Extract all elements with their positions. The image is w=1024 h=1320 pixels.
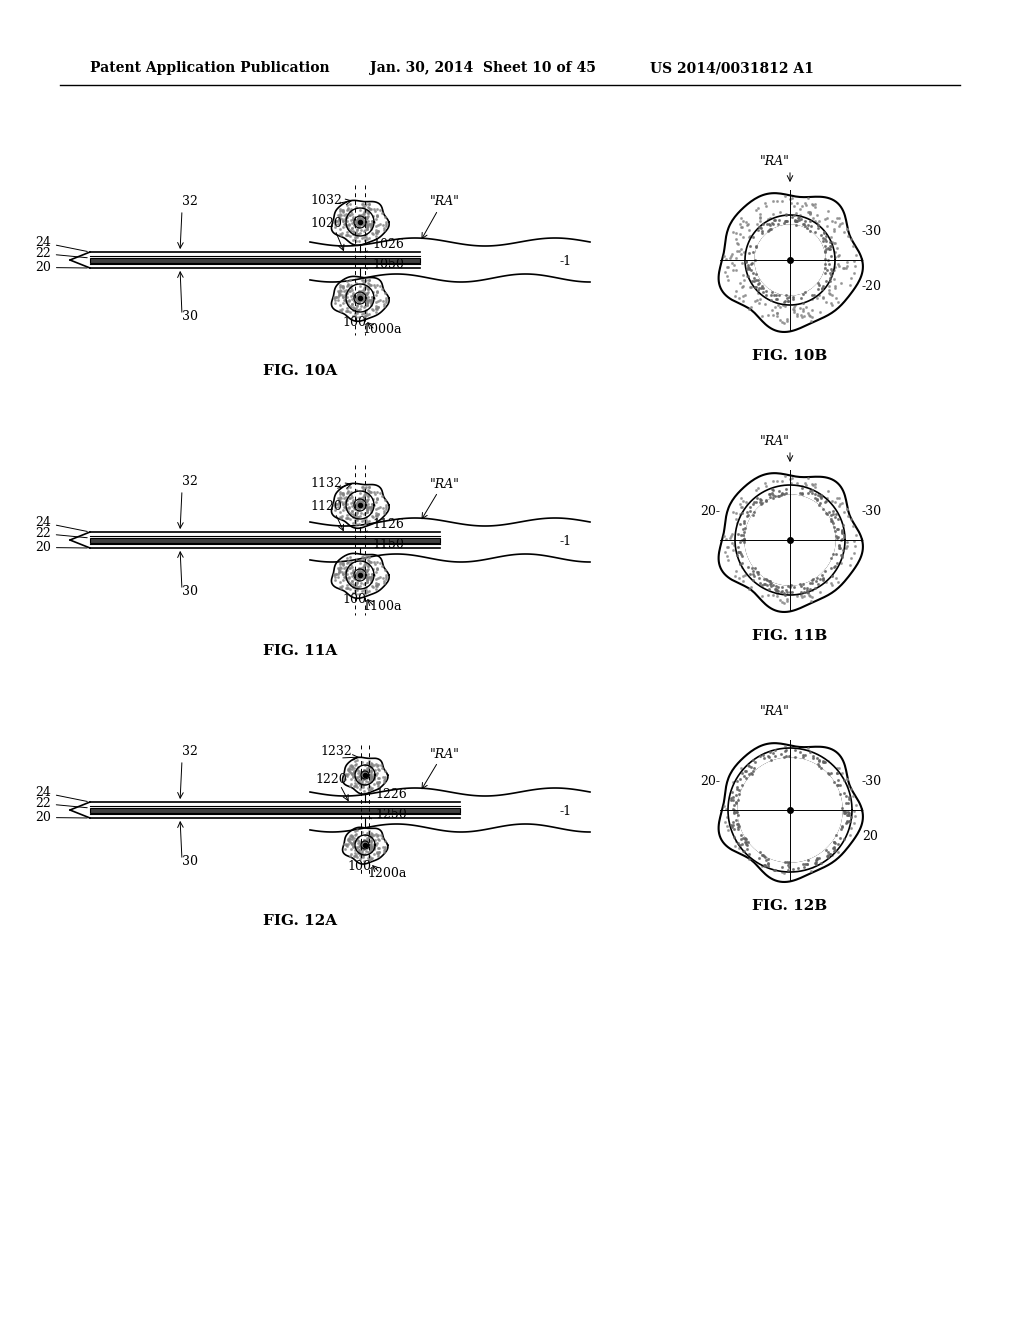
Text: 1150: 1150 [372, 539, 403, 550]
Text: 24: 24 [35, 785, 87, 801]
Circle shape [772, 792, 808, 828]
Text: FIG. 11B: FIG. 11B [753, 630, 827, 643]
Bar [90, 808, 460, 813]
Text: "RA": "RA" [430, 478, 460, 491]
Circle shape [775, 525, 805, 554]
Text: "RA": "RA" [760, 705, 790, 718]
Text: 1000a: 1000a [362, 323, 401, 337]
Text: 1220: 1220 [315, 774, 347, 785]
Text: 1250: 1250 [375, 808, 407, 821]
Text: Jan. 30, 2014  Sheet 10 of 45: Jan. 30, 2014 Sheet 10 of 45 [370, 61, 596, 75]
Text: 20-: 20- [700, 775, 720, 788]
Text: 22: 22 [35, 527, 87, 540]
Circle shape [755, 775, 825, 845]
Circle shape [768, 238, 812, 282]
Text: 1226: 1226 [375, 788, 407, 801]
Text: "RA": "RA" [430, 748, 460, 762]
Text: 30: 30 [182, 585, 198, 598]
Bar [90, 537, 440, 543]
Text: 22: 22 [35, 247, 87, 260]
Text: FIG. 11A: FIG. 11A [263, 644, 337, 657]
Text: 22: 22 [35, 797, 87, 810]
Text: -30: -30 [862, 224, 882, 238]
Circle shape [738, 758, 842, 862]
Text: 1050: 1050 [372, 257, 403, 271]
Circle shape [755, 224, 825, 294]
Text: 1132: 1132 [310, 477, 342, 490]
Text: US 2014/0031812 A1: US 2014/0031812 A1 [650, 61, 814, 75]
Text: FIG. 10A: FIG. 10A [263, 364, 337, 378]
Text: -30: -30 [862, 506, 882, 517]
Text: 20-: 20- [700, 506, 720, 517]
Text: "RA": "RA" [430, 195, 460, 209]
Text: -1: -1 [560, 805, 572, 818]
Text: 20: 20 [862, 830, 878, 843]
Text: 1200a: 1200a [367, 867, 407, 880]
Text: 1020: 1020 [310, 216, 342, 230]
Text: FIG. 10B: FIG. 10B [753, 348, 827, 363]
Text: 30: 30 [182, 310, 198, 323]
Polygon shape [728, 748, 852, 873]
Text: -20: -20 [862, 280, 882, 293]
Text: -1: -1 [560, 255, 572, 268]
Text: "RA": "RA" [760, 436, 790, 447]
Polygon shape [745, 215, 835, 305]
Circle shape [760, 510, 820, 570]
Text: 100: 100 [342, 315, 366, 329]
Text: 32: 32 [182, 195, 198, 209]
Text: 20: 20 [35, 541, 87, 554]
Text: 32: 32 [182, 475, 198, 488]
Text: 32: 32 [182, 744, 198, 758]
Text: "RA": "RA" [760, 154, 790, 168]
Text: FIG. 12B: FIG. 12B [753, 899, 827, 913]
Circle shape [778, 248, 802, 272]
Text: 30: 30 [182, 855, 198, 869]
Text: 20: 20 [35, 810, 87, 824]
Text: Patent Application Publication: Patent Application Publication [90, 61, 330, 75]
Text: -30: -30 [862, 775, 882, 788]
Bar [90, 257, 420, 263]
Text: 20: 20 [35, 261, 87, 275]
Text: 1026: 1026 [372, 238, 403, 251]
Text: 1120: 1120 [310, 500, 342, 513]
Text: 1100a: 1100a [362, 601, 401, 612]
Polygon shape [735, 484, 845, 595]
Text: 24: 24 [35, 516, 87, 532]
Text: 24: 24 [35, 236, 87, 251]
Circle shape [745, 495, 835, 585]
Text: 1126: 1126 [372, 517, 403, 531]
Text: FIG. 12A: FIG. 12A [263, 913, 337, 928]
Text: 1232: 1232 [319, 744, 352, 758]
Text: 100: 100 [342, 593, 366, 606]
Text: 100: 100 [347, 861, 371, 873]
Text: -1: -1 [560, 535, 572, 548]
Text: 1032: 1032 [310, 194, 342, 207]
